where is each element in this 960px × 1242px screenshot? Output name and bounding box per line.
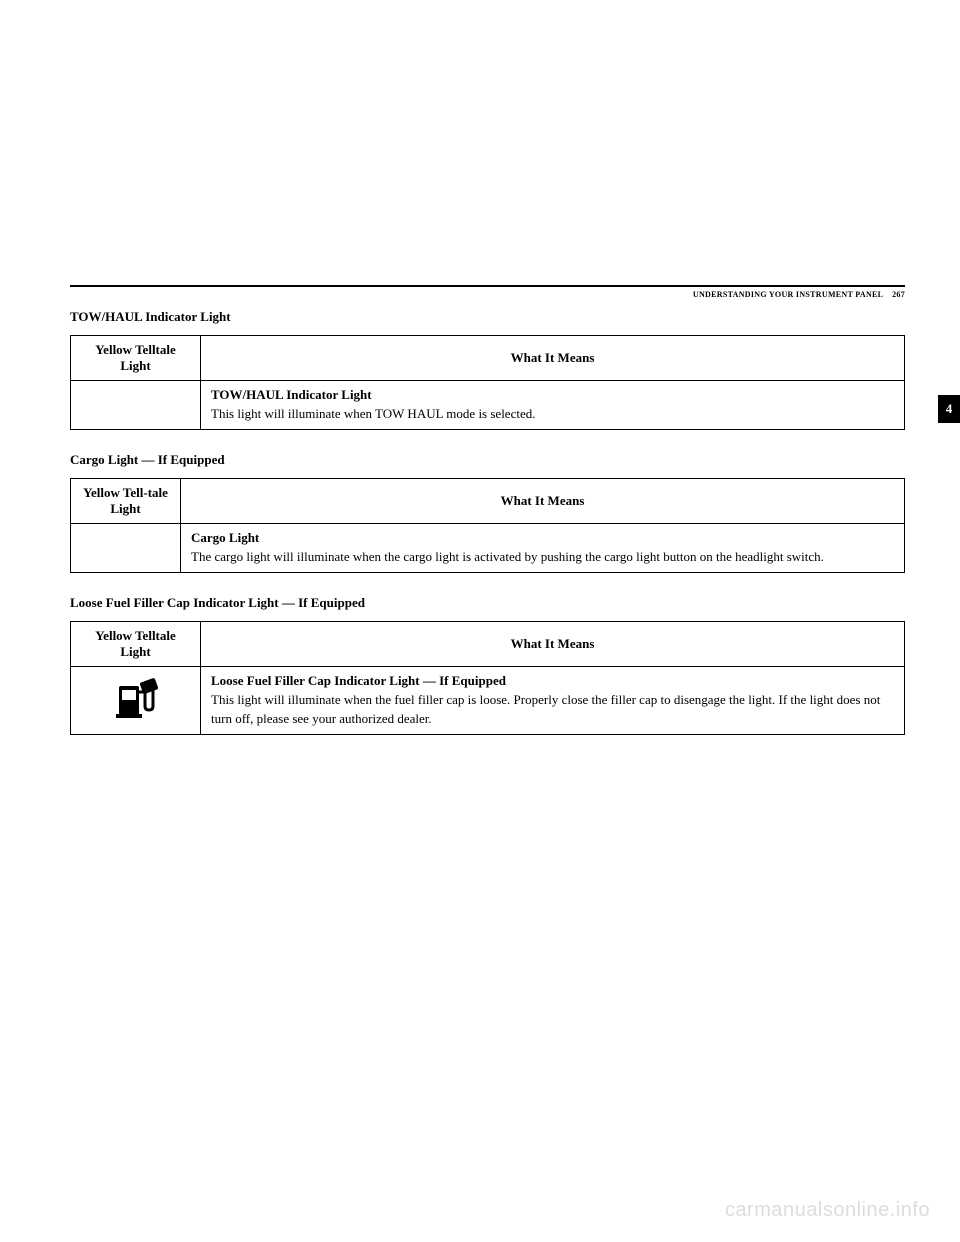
desc-title: Loose Fuel Filler Cap Indicator Light — … xyxy=(211,673,894,689)
table-row: Loose Fuel Filler Cap Indicator Light — … xyxy=(71,667,905,734)
description-cell: TOW/HAUL Indicator Light This light will… xyxy=(201,381,905,430)
page-number: 267 xyxy=(892,290,905,299)
icon-cell-fuelcap xyxy=(71,667,201,734)
section-title-fuelcap: Loose Fuel Filler Cap Indicator Light — … xyxy=(70,595,905,611)
table-row: TOW/HAUL Indicator Light This light will… xyxy=(71,381,905,430)
table-cargo: Yellow Tell-tale Light What It Means Car… xyxy=(70,478,905,573)
section-title-cargo: Cargo Light — If Equipped xyxy=(70,452,905,468)
icon-cell-cargo xyxy=(71,524,181,573)
table-towhaul: Yellow Telltale Light What It Means TOW/… xyxy=(70,335,905,430)
description-cell: Cargo Light The cargo light will illumin… xyxy=(181,524,905,573)
col-header-meaning: What It Means xyxy=(201,622,905,667)
section-label: UNDERSTANDING YOUR INSTRUMENT PANEL xyxy=(693,290,883,299)
header-text: UNDERSTANDING YOUR INSTRUMENT PANEL 267 xyxy=(693,290,905,299)
col-header-icon: Yellow Tell-tale Light xyxy=(71,479,181,524)
desc-title: TOW/HAUL Indicator Light xyxy=(211,387,894,403)
col-header-icon: Yellow Telltale Light xyxy=(71,336,201,381)
chapter-tab: 4 xyxy=(938,395,960,423)
desc-text: This light will illuminate when the fuel… xyxy=(211,691,894,727)
table-fuelcap: Yellow Telltale Light What It Means xyxy=(70,621,905,734)
section-title-towhaul: TOW/HAUL Indicator Light xyxy=(70,309,905,325)
table-row: Cargo Light The cargo light will illumin… xyxy=(71,524,905,573)
fuel-pump-icon xyxy=(111,678,161,720)
description-cell: Loose Fuel Filler Cap Indicator Light — … xyxy=(201,667,905,734)
col-header-meaning: What It Means xyxy=(201,336,905,381)
watermark: carmanualsonline.info xyxy=(725,1199,930,1222)
desc-text: The cargo light will illuminate when the… xyxy=(191,548,894,566)
col-header-meaning: What It Means xyxy=(181,479,905,524)
page-content: UNDERSTANDING YOUR INSTRUMENT PANEL 267 … xyxy=(70,285,905,735)
desc-title: Cargo Light xyxy=(191,530,894,546)
header-divider: UNDERSTANDING YOUR INSTRUMENT PANEL 267 xyxy=(70,285,905,287)
col-header-icon: Yellow Telltale Light xyxy=(71,622,201,667)
icon-cell-towhaul xyxy=(71,381,201,430)
desc-text: This light will illuminate when TOW HAUL… xyxy=(211,405,894,423)
